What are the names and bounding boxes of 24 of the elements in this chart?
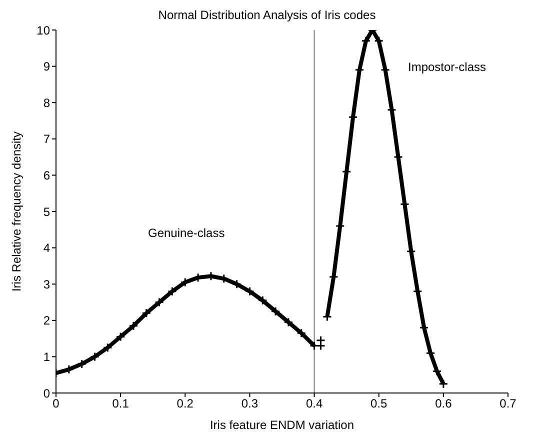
annotation: Genuine-class [148,226,225,240]
x-tick-label: 0.7 [500,396,517,411]
chart-title: Normal Distribution Analysis of Iris codes [157,8,377,24]
x-tick-label: 0.1 [112,396,130,411]
y-tick-label: 1 [43,350,50,364]
y-tick-label: 8 [43,96,50,110]
y-tick-label: 4 [43,241,50,256]
x-tick-label: 0.2 [176,396,194,411]
y-tick-label: 10 [36,23,50,38]
x-tick-label: 0.5 [370,396,388,411]
y-tick-label: 2 [43,314,50,328]
x-tick-label: 0.3 [241,396,258,411]
y-tick-label: 6 [43,168,50,182]
y-tick-label: 3 [43,277,50,292]
x-tick-label: 0.6 [435,396,452,411]
y-axis-title: Iris Relative frequency density [9,131,24,292]
x-tick-label: 0 [52,396,60,411]
y-tick-label: 7 [43,132,50,146]
x-tick-label: 0.4 [306,396,323,411]
y-tick-label: 9 [43,60,50,74]
annotation: Impostor-class [408,60,486,74]
y-tick-label: 5 [43,204,50,219]
y-tick-label: 0 [43,386,50,400]
x-axis-title: Iris feature ENDM variation [210,418,354,432]
